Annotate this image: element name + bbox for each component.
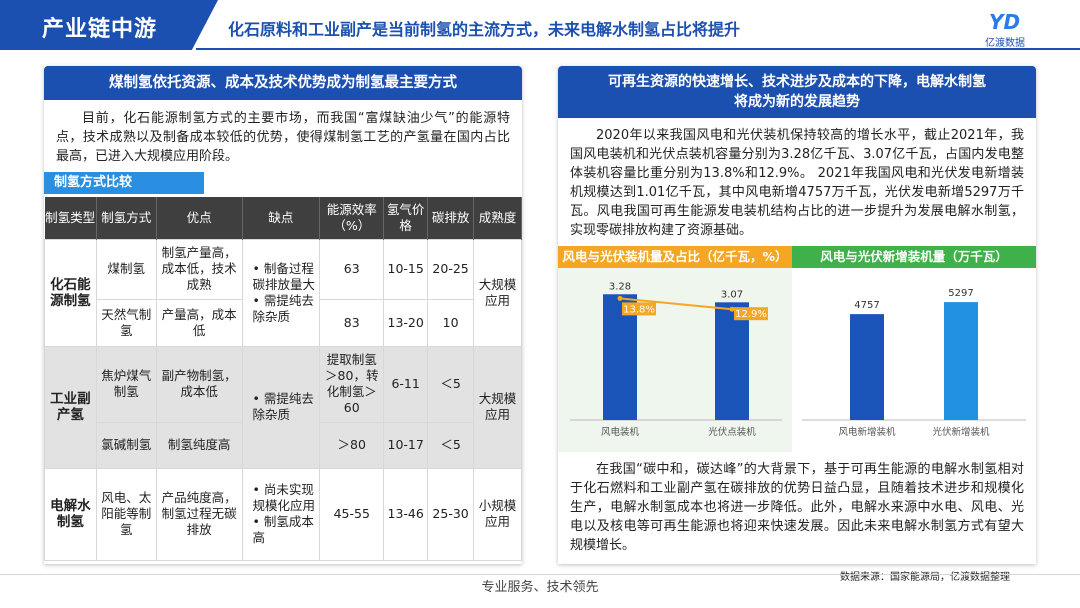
pros-cell: 产品纯度高，制氢过程无碳排放 (155, 467, 243, 561)
th-carbon: 碳排放 (427, 197, 475, 239)
chart2-bar (850, 314, 884, 420)
chart2-bar-label: 4757 (854, 300, 879, 311)
chart1-share-label: 12.9% (735, 309, 767, 320)
right-heading-line2: 将成为新的发展趋势 (734, 94, 860, 110)
method-cell: 煤制氢 (95, 238, 157, 300)
left-heading: 煤制氢依托资源、成本及技术优势成为制氢最主要方式 (44, 66, 522, 100)
type-cell: 化石能源制氢 (44, 238, 97, 347)
chart1-share-label-bg (734, 307, 768, 321)
th-efficiency: 能源效率（%） (319, 197, 385, 239)
price-cell: 10-17 (383, 421, 429, 469)
logo-icon: YD (989, 10, 1021, 34)
logo-text: 亿渡数据 (985, 38, 1025, 49)
chart2-title: 风电与光伏新增装机量（万千瓦） (792, 246, 1036, 268)
chart2-bar (944, 302, 978, 420)
right-paragraph-1: 2020年以来我国风电和光伏装机保持较高的增长水平，截止2021年，我国风电装机… (570, 128, 1024, 238)
pros-cell: 产量高，成本低 (155, 298, 243, 347)
table-header-row: 制氢类型 制氢方式 优点 缺点 能源效率（%） 氢气价格 碳排放 成熟度 (44, 197, 522, 239)
carbon-cell: 20-25 (427, 238, 475, 300)
efficiency-cell: 45-55 (319, 467, 385, 561)
section-tag-label: 产业链中游 (42, 17, 158, 42)
maturity-cell: 大规模应用 (473, 345, 522, 469)
method-cell: 焦炉煤气制氢 (95, 345, 157, 423)
chart1-share-line (619, 297, 733, 311)
th-maturity: 成熟度 (473, 197, 522, 239)
efficiency-cell: 63 (319, 238, 385, 300)
efficiency-cell: ＞80 (319, 421, 385, 469)
th-price: 氢气价格 (383, 197, 429, 239)
header-divider (196, 48, 1080, 50)
cons-cell: • 尚未实现规模化应用 • 制氢成本高 (241, 467, 321, 561)
chart1-title: 风电与光伏装机量及占比（亿千瓦，%） (558, 246, 792, 268)
th-pros: 优点 (156, 197, 243, 239)
chart1-share-point (729, 306, 735, 312)
type-cell: 电解水制氢 (44, 467, 97, 561)
chart1-share-label: 13.8% (623, 304, 655, 315)
chart1-bar-label: 3.07 (721, 289, 743, 300)
right-paragraph-2: 在我国“碳中和，碳达峰”的大背景下，基于可再生能源的电解水制氢相对于化石燃料和工… (570, 462, 1024, 553)
chart1-category-label: 风电装机 (601, 426, 640, 438)
table-row: 天然气制氢 产量高，成本低 83 13-20 10 (45, 298, 522, 347)
table-row: 化石能源制氢 煤制氢 制氢产量高，成本低，技术成熟 • 制备过程碳排放量大 • … (44, 238, 522, 347)
maturity-cell: 小规模应用 (473, 467, 522, 561)
footer-text: 专业服务、技术领先 (481, 580, 599, 595)
th-cons: 缺点 (242, 197, 321, 239)
pros-cell: 制氢纯度高 (155, 421, 243, 469)
chart1-bar (715, 302, 749, 420)
right-heading: 可再生资源的快速增长、技术进步及成本的下降，电解水制氢 将成为新的发展趋势 (558, 66, 1036, 118)
efficiency-cell: 提取制氢＞80，转化制氢＞60 (319, 345, 385, 423)
chart1-category-label: 光伏点装机 (708, 426, 756, 438)
th-method: 制氢方式 (96, 197, 157, 239)
price-cell: 6-11 (383, 345, 429, 423)
type-cell: 工业副产氢 (44, 345, 97, 469)
th-type: 制氢类型 (44, 197, 97, 239)
table-row: 氯碱制氢 制氢纯度高 ＞80 10-17 ＜5 (45, 421, 522, 469)
chart2-bar-label: 5297 (948, 288, 973, 299)
pros-cell: 制氢产量高，成本低，技术成熟 (155, 238, 243, 300)
footer-divider (0, 574, 1080, 575)
chart1-bar-label: 3.28 (609, 281, 631, 292)
carbon-cell: ＜5 (427, 345, 475, 423)
page-title: 化石原料和工业副产是当前制氢的主流方式，未来电解水制氢占比将提升 (228, 20, 741, 39)
carbon-cell: 25-30 (427, 467, 475, 561)
source-note: 数据来源：国家能源局，亿渡数据整理 (840, 572, 1010, 583)
method-cell: 风电、太阳能等制氢 (95, 467, 157, 561)
method-cell: 氯碱制氢 (95, 421, 157, 469)
left-paragraph: 目前，化石能源制氢方式的主要市场，而我国“富煤缺油少气”的能源特点，技术成熟以及… (56, 111, 510, 164)
comparison-table: 制氢类型 制氢方式 优点 缺点 能源效率（%） 氢气价格 碳排放 成熟度 化石能… (44, 197, 522, 561)
table-row: 电解水制氢 风电、太阳能等制氢 产品纯度高，制氢过程无碳排放 • 尚未实现规模化… (44, 467, 522, 561)
price-cell: 13-46 (383, 467, 429, 561)
chart1-share-label-bg (622, 302, 656, 316)
chart2-category-label: 风电新增装机 (838, 426, 896, 438)
pros-cell: 副产物制氢，成本低 (155, 345, 243, 423)
cons-cell: • 需提纯去除杂质 (241, 345, 321, 469)
logo: YD 亿渡数据 (985, 10, 1045, 49)
chart2-category-label: 光伏新增装机 (932, 426, 990, 438)
table-row: 工业副产氢 焦炉煤气制氢 副产物制氢，成本低 • 需提纯去除杂质 提取制氢＞80… (44, 345, 522, 469)
section-tag: 产业链中游 (0, 0, 218, 50)
efficiency-cell: 83 (319, 298, 385, 347)
chart1-bg (558, 268, 792, 452)
method-cell: 天然气制氢 (95, 298, 157, 347)
cons-cell: • 制备过程碳排放量大 • 需提纯去除杂质 (241, 238, 321, 347)
chart2-bg (792, 268, 1036, 452)
carbon-cell: 10 (427, 298, 475, 347)
maturity-cell: 大规模应用 (473, 238, 522, 347)
chart1-share-point (617, 295, 623, 301)
table-tag: 制氢方式比较 (44, 172, 204, 194)
right-heading-line1: 可再生资源的快速增长、技术进步及成本的下降，电解水制氢 (608, 74, 986, 90)
price-cell: 10-15 (383, 238, 429, 300)
